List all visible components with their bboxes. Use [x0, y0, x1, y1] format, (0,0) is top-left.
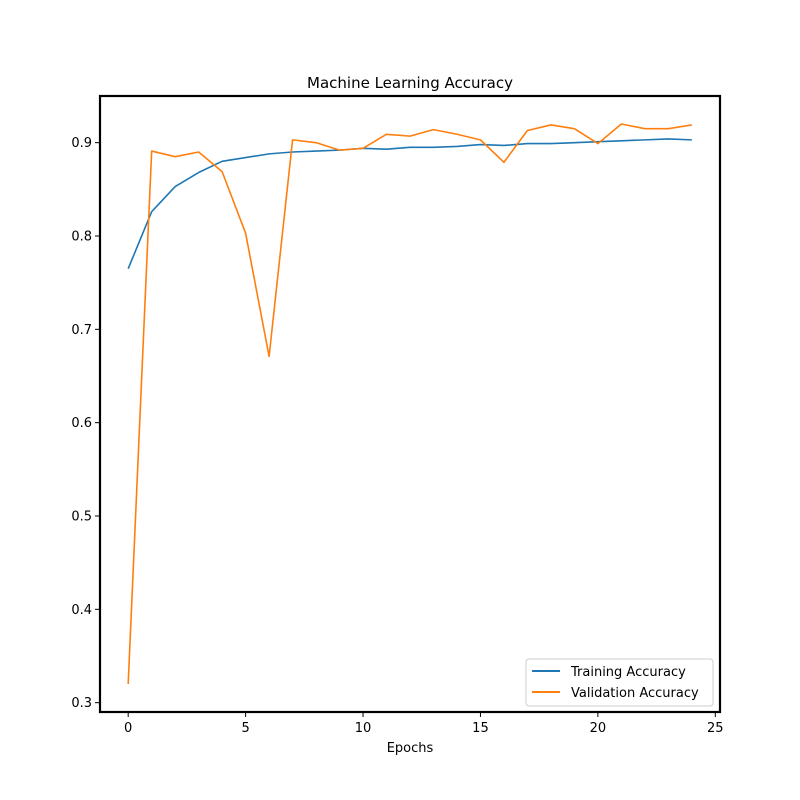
x-tick-label: 0 — [124, 721, 132, 736]
x-tick-label: 15 — [472, 721, 489, 736]
y-tick-label: 0.8 — [71, 230, 92, 245]
y-tick-label: 0.4 — [71, 603, 92, 618]
y-tick-label: 0.6 — [71, 416, 92, 431]
x-tick-label: 10 — [355, 721, 372, 736]
x-tick-label: 25 — [707, 721, 724, 736]
legend-label-validation: Validation Accuracy — [571, 686, 699, 701]
series-line-training-accuracy — [127, 138, 692, 269]
plot-area: 0 5 10 15 20 25 0.3 0.4 0.5 0.6 0.7 0.8 0.9 — [71, 94, 724, 736]
series-line-validation-accuracy — [127, 123, 692, 685]
chart-title: Machine Learning Accuracy — [307, 74, 513, 92]
legend: Training Accuracy Validation Accuracy — [525, 658, 714, 707]
y-tick-label: 0.9 — [71, 136, 92, 151]
x-tick-label: 20 — [590, 721, 607, 736]
plot-frame — [98, 94, 722, 714]
x-axis-label: Epochs — [387, 741, 434, 756]
legend-box — [525, 658, 714, 707]
x-tick-label: 5 — [241, 721, 249, 736]
y-tick-label: 0.5 — [71, 510, 92, 525]
legend-label-training: Training Accuracy — [570, 665, 686, 680]
y-tick-label: 0.7 — [71, 323, 92, 338]
y-tick-label: 0.3 — [71, 696, 92, 711]
